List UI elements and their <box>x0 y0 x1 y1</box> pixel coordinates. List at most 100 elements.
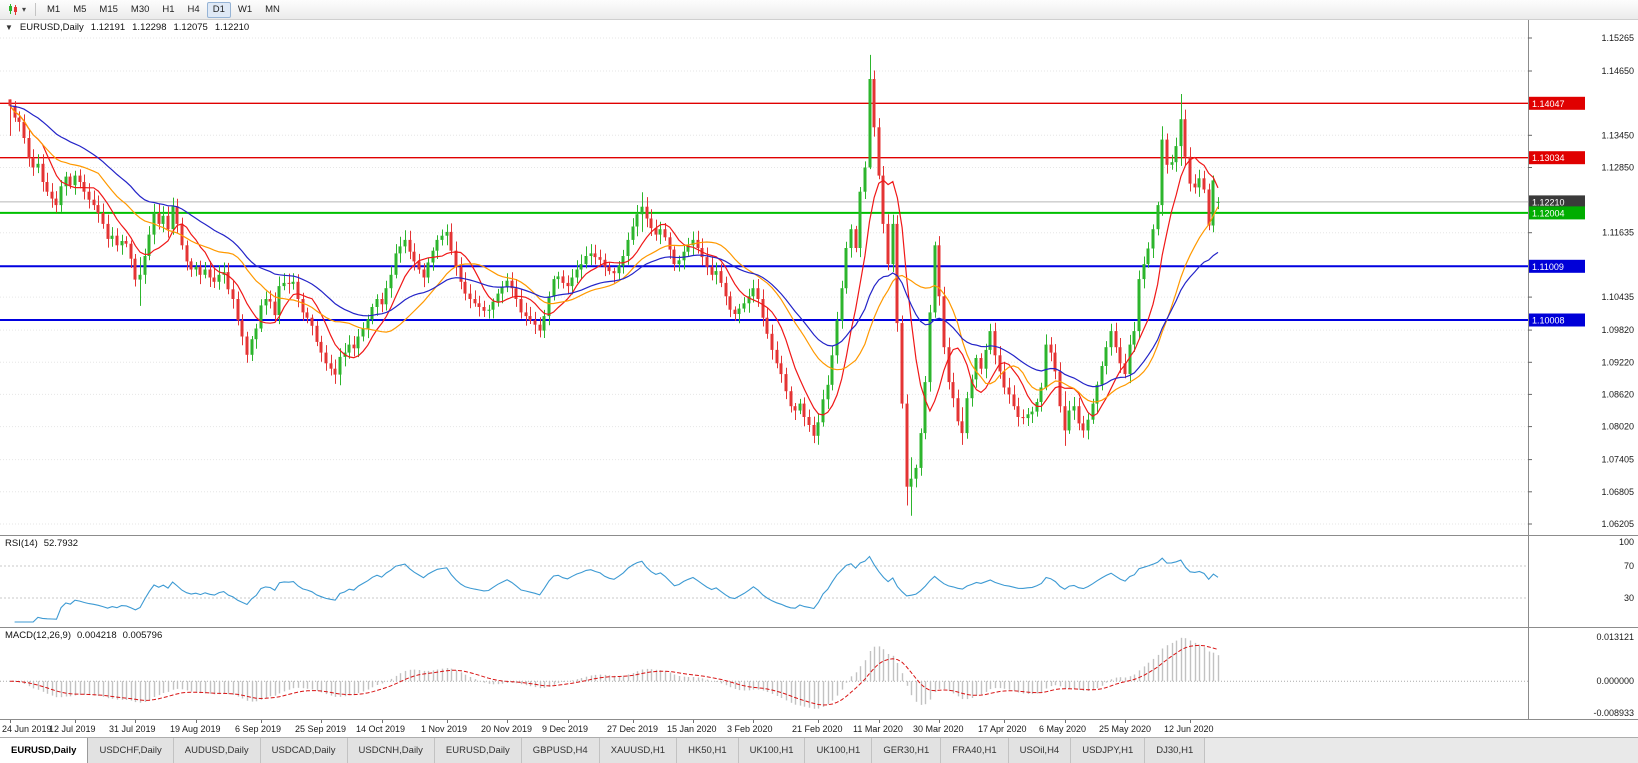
svg-text:1.14047: 1.14047 <box>1532 99 1565 109</box>
chart-type-dropdown[interactable]: ▾ <box>3 1 30 18</box>
date-label: 11 Mar 2020 <box>853 724 903 734</box>
chart-tab-usoil-h4[interactable]: USOil,H4 <box>1008 738 1072 763</box>
date-label: 12 Jun 2020 <box>1164 724 1214 734</box>
chart-area: ▼ EURUSD,Daily 1.12191 1.12298 1.12075 1… <box>0 20 1638 763</box>
chart-tab-usdcnh-daily[interactable]: USDCNH,Daily <box>347 738 435 763</box>
moving-average-34 <box>9 105 1219 388</box>
svg-text:1.06805: 1.06805 <box>1601 487 1634 497</box>
date-tick <box>753 720 754 723</box>
svg-text:1.09220: 1.09220 <box>1601 357 1634 367</box>
chart-tab-xauusd-h1[interactable]: XAUUSD,H1 <box>599 738 678 763</box>
rsi-line <box>14 555 1219 623</box>
svg-text:1.12004: 1.12004 <box>1532 208 1565 218</box>
svg-text:1.11635: 1.11635 <box>1602 228 1634 238</box>
svg-text:1.13034: 1.13034 <box>1532 153 1565 163</box>
timeframe-button-m30[interactable]: M30 <box>130 4 150 15</box>
chart-tab-fra40-h1[interactable]: FRA40,H1 <box>941 738 1009 763</box>
date-tick <box>1004 720 1005 723</box>
date-tick <box>879 720 880 723</box>
date-label: 6 May 2020 <box>1039 724 1087 734</box>
macd-signal-line <box>9 644 1219 706</box>
date-label: 1 Nov 2019 <box>421 724 468 734</box>
chart-tab-gbpusd-h4[interactable]: GBPUSD,H4 <box>521 738 600 763</box>
chart-tab-eurusd-daily[interactable]: EURUSD,Daily <box>434 738 522 763</box>
macd-histogram <box>14 637 1220 709</box>
toolbar-separator <box>35 3 37 16</box>
macd-canvas[interactable]: 0.013121 0.000000 -0.008933 <box>0 628 1638 719</box>
date-label: 6 Sep 2019 <box>235 724 282 734</box>
timeframe-button-h4[interactable]: H4 <box>187 4 200 15</box>
price-chart-panel: ▼ EURUSD,Daily 1.12191 1.12298 1.12075 1… <box>0 20 1638 535</box>
candles <box>8 54 1220 516</box>
timeframe-button-m15[interactable]: M15 <box>99 4 118 15</box>
timeframe-button-d1[interactable]: D1 <box>206 1 231 18</box>
timeframe-toolbar: M1 M5 M15 M30 H1 H4 D1 W1 MN <box>41 1 286 18</box>
date-tick <box>447 720 448 723</box>
chart-tab-audusd-daily[interactable]: AUDUSD,Daily <box>173 738 261 763</box>
collapse-arrow-icon[interactable]: ▼ <box>5 23 13 32</box>
chart-tab-usdcad-daily[interactable]: USDCAD,Daily <box>260 738 348 763</box>
chevron-down-icon: ▾ <box>22 4 27 14</box>
date-label: 15 Jan 2020 <box>667 724 717 734</box>
date-tick <box>321 720 322 723</box>
date-label: 9 Dec 2019 <box>542 724 589 734</box>
date-tick <box>507 720 508 723</box>
date-label: 25 May 2020 <box>1099 724 1152 734</box>
date-axis[interactable]: 24 Jun 2019 12 Jul 2019 31 Jul 2019 19 Aug … <box>0 719 1638 737</box>
chart-tab-eurusd-daily[interactable]: EURUSD,Daily <box>0 738 89 763</box>
chart-tab-ger30-h1[interactable]: GER30,H1 <box>872 738 942 763</box>
date-tick <box>1125 720 1126 723</box>
date-label: 31 Jul 2019 <box>109 724 156 734</box>
svg-text:1.07405: 1.07405 <box>1601 455 1634 465</box>
timeframe-button-mn[interactable]: MN <box>265 4 280 15</box>
svg-text:1.09820: 1.09820 <box>1601 325 1634 335</box>
candlestick-chart-icon <box>9 4 17 15</box>
timeframe-button-h1[interactable]: H1 <box>162 4 175 15</box>
chart-tab-usdchf-daily[interactable]: USDCHF,Daily <box>88 738 174 763</box>
moving-average-20 <box>9 105 1219 403</box>
date-tick <box>75 720 76 723</box>
date-tick <box>382 720 383 723</box>
chart-tab-hk50-h1[interactable]: HK50,H1 <box>677 738 739 763</box>
chart-tab-uk100-h1[interactable]: UK100,H1 <box>805 738 873 763</box>
date-label: 24 Jun 2019 <box>2 724 52 734</box>
date-tick <box>568 720 569 723</box>
timeframe-button-m5[interactable]: M5 <box>73 4 87 15</box>
macd-panel: MACD(12,26,9) 0.004218 0.005796 0.013121… <box>0 627 1638 719</box>
chart-tab-dj30-h1[interactable]: DJ30,H1 <box>1145 738 1206 763</box>
svg-text:30: 30 <box>1624 593 1634 603</box>
chart-tab-bar: EURUSD,Daily USDCHF,Daily AUDUSD,Daily USDC… <box>0 737 1638 763</box>
svg-text:1.15265: 1.15265 <box>1601 33 1634 43</box>
date-tick <box>693 720 694 723</box>
date-label: 14 Oct 2019 <box>356 724 406 734</box>
timeframe-button-m1[interactable]: M1 <box>47 4 61 15</box>
svg-text:0.000000: 0.000000 <box>1596 676 1634 686</box>
date-tick <box>1190 720 1191 723</box>
svg-text:1.10008: 1.10008 <box>1532 316 1565 326</box>
date-label: 30 Mar 2020 <box>913 724 964 734</box>
date-label: 3 Feb 2020 <box>727 724 773 734</box>
date-tick <box>939 720 940 723</box>
date-label: 19 Aug 2019 <box>170 724 221 734</box>
svg-text:1.08620: 1.08620 <box>1601 389 1634 399</box>
svg-text:100: 100 <box>1619 537 1634 547</box>
chart-tab-usdjpy-h1[interactable]: USDJPY,H1 <box>1071 738 1146 763</box>
svg-text:1.11009: 1.11009 <box>1532 262 1564 272</box>
price-chart-canvas[interactable]: 1.15265 1.14650 1.13450 1.12850 1.11635 1.104… <box>0 20 1638 535</box>
date-tick <box>135 720 136 723</box>
price-axis: 1.15265 1.14650 1.13450 1.12850 1.11635 1.104… <box>1528 33 1634 529</box>
date-tick <box>818 720 819 723</box>
rsi-panel: RSI(14) 52.7932 100 70 30 <box>0 535 1638 627</box>
date-tick <box>10 720 11 723</box>
rsi-canvas[interactable]: 100 70 30 <box>0 536 1638 627</box>
svg-text:-0.008933: -0.008933 <box>1593 708 1634 718</box>
chart-tab-uk100-h1[interactable]: UK100,H1 <box>738 738 806 763</box>
date-tick <box>633 720 634 723</box>
timeframe-button-w1[interactable]: W1 <box>237 4 253 15</box>
svg-text:1.12850: 1.12850 <box>1601 163 1634 173</box>
svg-text:1.06205: 1.06205 <box>1601 519 1634 529</box>
date-label: 20 Nov 2019 <box>481 724 533 734</box>
svg-text:1.08020: 1.08020 <box>1601 422 1634 432</box>
svg-text:1.10435: 1.10435 <box>1601 292 1634 302</box>
